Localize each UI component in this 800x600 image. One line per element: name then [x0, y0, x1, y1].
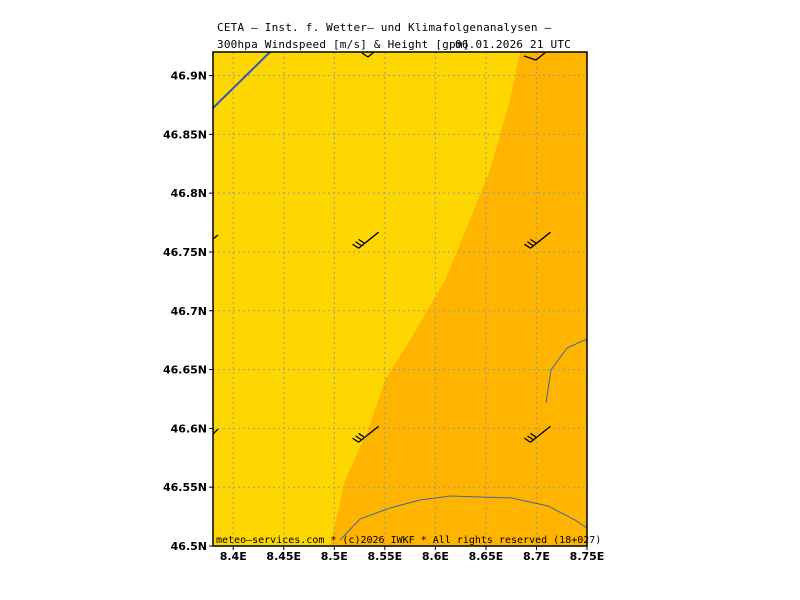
- lon-tick-label: 8.55E: [368, 550, 403, 563]
- height-contour-nw: [213, 52, 271, 109]
- wind-barb-fragment-left-2: [213, 428, 219, 435]
- lat-tick-label: 46.5N: [171, 540, 207, 553]
- wind-barb-fragment-left-1: [213, 234, 219, 240]
- wind-barb: [352, 425, 380, 443]
- lat-tick-label: 46.85N: [163, 128, 207, 141]
- lat-tick-label: 46.65N: [163, 364, 207, 377]
- latitude-axis: 46.9N 46.85N 46.8N 46.75N 46.7N 46.65N 46.6N 46…: [163, 70, 213, 553]
- lon-tick-label: 8.5E: [321, 550, 348, 563]
- lat-tick-label: 46.8N: [171, 187, 207, 200]
- wind-barbs: [352, 231, 551, 443]
- map-title-line-2: 300hpa Windspeed [m/s] & Height [gpm]: [217, 38, 470, 51]
- map-frame: [212, 51, 588, 547]
- wind-barb-fragment-top-right: [523, 52, 547, 61]
- lon-tick-label: 8.45E: [266, 550, 301, 563]
- lon-tick-label: 8.7E: [523, 550, 550, 563]
- wind-barb: [524, 425, 551, 443]
- lat-tick-label: 46.6N: [171, 422, 207, 435]
- lon-tick-label: 8.6E: [422, 550, 449, 563]
- wind-barb: [352, 231, 380, 249]
- copyright-footer: meteo—services.com * (c)2026 IWKF * All …: [216, 535, 601, 546]
- wind-barb: [524, 231, 551, 249]
- map-gridlines: [213, 52, 587, 546]
- height-contour-south: [339, 495, 587, 541]
- map-datetime: 06.01.2026 21 UTC: [455, 38, 571, 51]
- longitude-axis: 8.4E 8.45E 8.5E 8.55E 8.6E 8.65E 8.7E 8.75E: [220, 546, 605, 563]
- lon-tick-label: 8.4E: [220, 550, 247, 563]
- lon-tick-label: 8.65E: [469, 550, 504, 563]
- map-title-line-1: CETA — Inst. f. Wetter— und Klimafolgena…: [217, 21, 552, 34]
- wind-field-strong: [330, 52, 587, 546]
- lat-tick-label: 46.9N: [171, 70, 207, 83]
- wind-barb-fragment-top: [361, 52, 375, 58]
- lon-tick-label: 8.75E: [570, 550, 605, 563]
- lat-tick-label: 46.55N: [163, 481, 207, 494]
- lat-tick-label: 46.7N: [171, 305, 207, 318]
- lat-tick-label: 46.75N: [163, 246, 207, 259]
- height-contour-east: [545, 338, 587, 404]
